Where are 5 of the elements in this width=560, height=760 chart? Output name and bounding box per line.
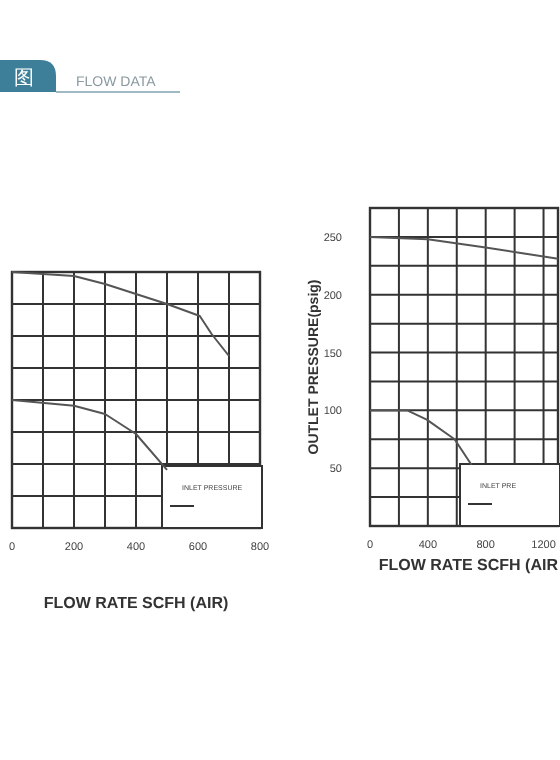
- x-axis-title: FLOW RATE SCFH (AIR): [43, 594, 229, 612]
- x-axis-title: FLOW RATE SCFH (AIR: [378, 556, 559, 574]
- line-series: [369, 236, 559, 260]
- line-series: [369, 409, 473, 466]
- text: 图: [14, 68, 34, 90]
